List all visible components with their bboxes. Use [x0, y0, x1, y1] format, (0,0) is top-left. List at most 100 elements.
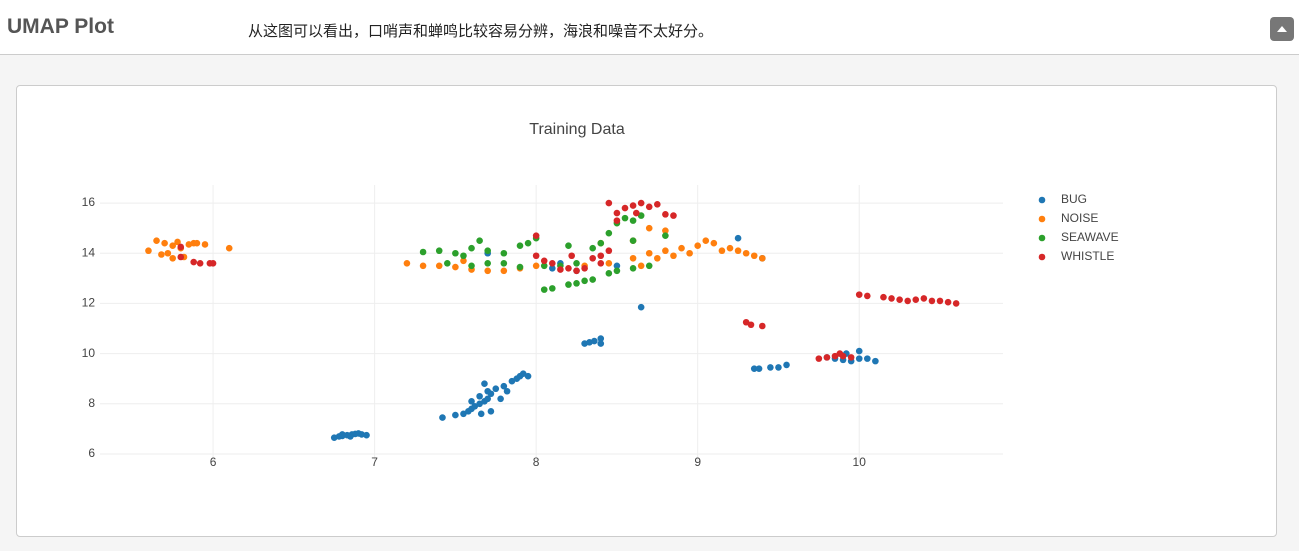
point — [637, 199, 645, 207]
point — [662, 227, 669, 234]
point — [532, 232, 540, 239]
header-title: UMAP Plot — [7, 15, 114, 38]
point — [591, 337, 598, 345]
legend-marker — [1038, 234, 1046, 242]
point — [637, 303, 645, 311]
point — [201, 241, 209, 248]
point — [500, 259, 508, 267]
point — [678, 244, 685, 252]
chart-card — [16, 85, 1277, 537]
point — [654, 201, 661, 208]
legend-marker — [1038, 196, 1046, 204]
point — [484, 267, 491, 275]
point — [193, 239, 201, 247]
point — [855, 347, 863, 355]
point — [481, 380, 488, 388]
point — [519, 370, 527, 377]
point — [460, 252, 467, 260]
point — [613, 267, 621, 275]
point — [492, 385, 500, 393]
point — [153, 237, 160, 245]
point — [767, 364, 774, 371]
point — [597, 252, 605, 260]
legend-label: WHISTLE — [1061, 249, 1114, 263]
point — [597, 335, 605, 342]
point — [645, 262, 653, 270]
point — [759, 254, 766, 262]
x-tick-label: 10 — [853, 455, 867, 469]
point — [568, 252, 575, 260]
point — [169, 242, 176, 250]
point — [516, 263, 524, 271]
point — [847, 354, 855, 361]
point — [823, 354, 831, 361]
point — [452, 263, 459, 271]
point — [158, 251, 165, 258]
collapse-button[interactable] — [1270, 17, 1294, 41]
point — [629, 265, 637, 272]
collapse-icon — [1277, 26, 1287, 32]
point — [896, 296, 903, 303]
point — [747, 321, 755, 329]
point — [468, 244, 475, 252]
point — [645, 249, 653, 257]
point — [190, 258, 197, 266]
point — [363, 431, 370, 439]
point — [936, 297, 944, 305]
point — [435, 247, 443, 255]
point — [662, 247, 669, 255]
point — [477, 410, 485, 418]
point — [565, 265, 572, 272]
point — [872, 357, 879, 365]
point — [629, 217, 637, 224]
x-tick-label: 7 — [371, 455, 378, 469]
point — [573, 280, 580, 287]
point — [565, 281, 572, 288]
description: 从这图可以看出，口哨声和蝉鸣比较容易分辨，海浪和噪音不太好分。 — [248, 22, 714, 40]
point — [589, 244, 596, 252]
point — [516, 242, 524, 250]
point — [750, 252, 758, 260]
point — [484, 247, 491, 255]
point — [621, 204, 629, 212]
point — [484, 259, 491, 267]
point — [549, 259, 556, 267]
point — [613, 262, 621, 270]
point — [904, 297, 911, 305]
x-tick-label: 6 — [210, 455, 217, 469]
y-tick-label: 12 — [82, 296, 96, 310]
point — [710, 239, 718, 247]
point — [944, 298, 952, 306]
legend-label: BUG — [1061, 192, 1087, 206]
point — [629, 254, 637, 262]
point — [645, 224, 653, 232]
point — [497, 395, 504, 403]
point — [654, 254, 661, 262]
point — [605, 270, 613, 277]
point — [460, 410, 467, 418]
point — [524, 372, 532, 380]
y-tick-label: 10 — [82, 346, 96, 360]
point — [169, 254, 176, 262]
point — [831, 352, 839, 360]
point — [920, 295, 928, 302]
point — [888, 295, 895, 302]
point — [912, 296, 920, 303]
point — [444, 259, 451, 267]
point — [662, 211, 669, 218]
point — [855, 291, 863, 298]
point — [783, 361, 790, 369]
point — [468, 262, 475, 270]
point — [403, 259, 411, 267]
x-tick-label: 8 — [533, 455, 540, 469]
y-tick-label: 6 — [88, 446, 95, 460]
point — [452, 249, 459, 257]
legend-label: NOISE — [1061, 211, 1098, 225]
point — [864, 292, 871, 300]
point — [605, 259, 613, 267]
point — [734, 247, 742, 255]
point — [500, 267, 508, 275]
point — [196, 259, 204, 267]
y-tick-label: 16 — [82, 195, 96, 209]
